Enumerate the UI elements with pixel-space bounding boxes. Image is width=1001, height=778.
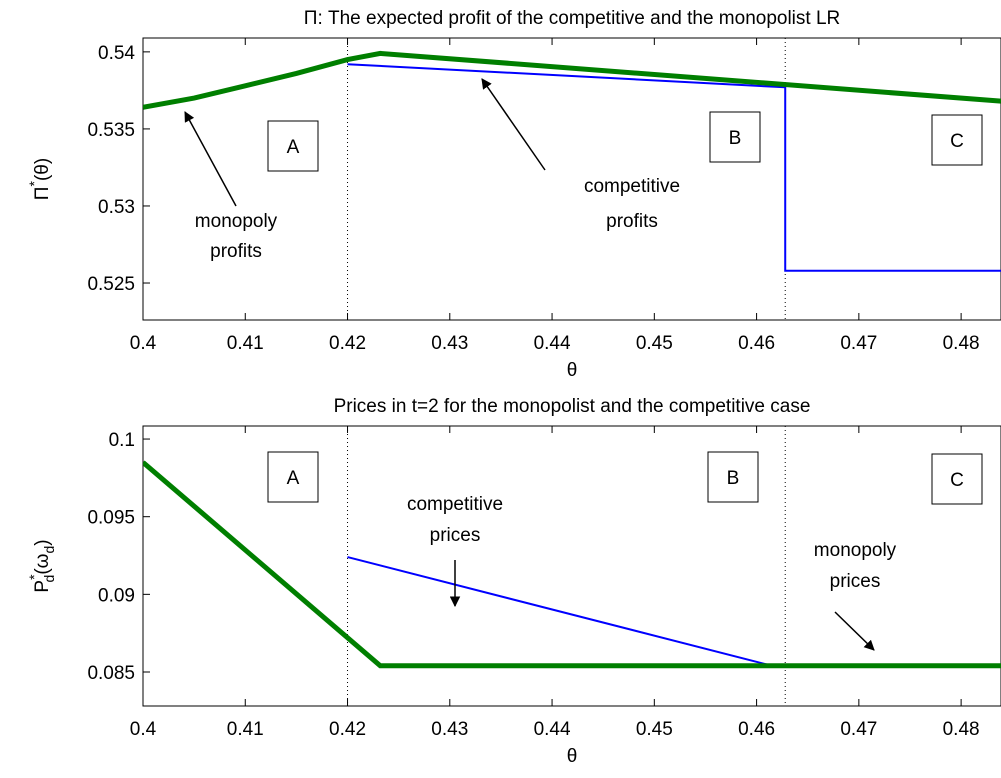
y-axis-label-part: ) <box>32 539 53 545</box>
series-line <box>347 63 1001 272</box>
region-box <box>931 453 983 505</box>
region-label: B <box>729 128 742 149</box>
region-box <box>709 111 761 163</box>
chart-title: Π: The expected profit of the competitiv… <box>304 8 841 29</box>
annotation: prices <box>830 571 881 592</box>
series-line <box>347 556 1001 667</box>
x-tick-label: 0.41 <box>227 333 264 354</box>
annotation-arrow <box>184 111 237 207</box>
y-tick-label: 0.1 <box>109 430 135 451</box>
x-tick-label: 0.48 <box>943 333 980 354</box>
y-tick-label: 0.525 <box>87 274 135 295</box>
region-box <box>267 451 319 503</box>
y-axis-label-part: (θ) <box>32 158 53 181</box>
region-box <box>931 114 983 166</box>
x-tick-label: 0.4 <box>130 719 157 740</box>
y-axis-label-part: * <box>26 180 42 186</box>
x-tick-label: 0.44 <box>534 719 571 740</box>
y-axis-label-part: Π <box>32 186 53 200</box>
annotation: profits <box>606 211 658 232</box>
y-tick-label: 0.535 <box>87 120 135 141</box>
plot-frame <box>142 425 1001 707</box>
x-tick-label: 0.42 <box>329 333 366 354</box>
plot-area <box>143 50 1001 272</box>
x-tick-label: 0.45 <box>636 719 673 740</box>
x-tick-label: 0.48 <box>943 719 980 740</box>
annotation: competitive <box>584 176 680 197</box>
y-axis-label: P*d(ωd) <box>26 539 57 592</box>
series-line <box>143 50 1001 110</box>
x-tick-label: 0.43 <box>431 719 468 740</box>
annotation: profits <box>210 241 262 262</box>
x-tick-label: 0.4 <box>130 333 157 354</box>
x-tick-label: 0.44 <box>534 333 571 354</box>
x-tick-label: 0.46 <box>738 333 775 354</box>
y-axis-label-part: * <box>26 574 42 580</box>
x-tick-label: 0.46 <box>738 719 775 740</box>
region-label: A <box>287 137 300 158</box>
x-tick-label: 0.47 <box>840 333 877 354</box>
x-tick-label: 0.47 <box>840 719 877 740</box>
y-axis-label-part: (ω <box>32 553 53 574</box>
x-tick-label: 0.43 <box>431 333 468 354</box>
plot-area <box>143 460 1001 669</box>
region-label: C <box>950 131 964 152</box>
region-label: B <box>727 468 740 489</box>
region-box <box>267 120 319 172</box>
region-label: C <box>950 470 964 491</box>
region-box <box>707 451 759 503</box>
y-axis-label: Π*(θ) <box>26 158 53 200</box>
annotation: monopoly <box>195 211 278 232</box>
x-axis-label: θ <box>567 746 578 767</box>
x-tick-label: 0.41 <box>227 719 264 740</box>
annotation: monopoly <box>814 540 897 561</box>
annotation: prices <box>430 525 481 546</box>
y-axis-label-part: d <box>41 575 57 583</box>
series-line <box>143 460 1001 669</box>
chart-title: Prices in t=2 for the monopolist and the… <box>334 396 811 417</box>
y-tick-label: 0.09 <box>98 585 135 606</box>
plot-frame <box>142 37 1001 321</box>
annotation-arrow <box>834 611 875 651</box>
y-axis-label-part: d <box>41 546 57 554</box>
x-tick-label: 0.45 <box>636 333 673 354</box>
x-tick-label: 0.42 <box>329 719 366 740</box>
y-tick-label: 0.085 <box>87 663 135 684</box>
annotation: competitive <box>407 494 503 515</box>
y-axis-label-part: P <box>32 580 53 593</box>
x-axis-label: θ <box>567 360 578 381</box>
region-label: A <box>287 468 300 489</box>
y-tick-label: 0.53 <box>98 197 135 218</box>
y-tick-label: 0.54 <box>98 43 135 64</box>
annotation-arrow <box>481 78 546 171</box>
y-tick-label: 0.095 <box>87 508 135 529</box>
